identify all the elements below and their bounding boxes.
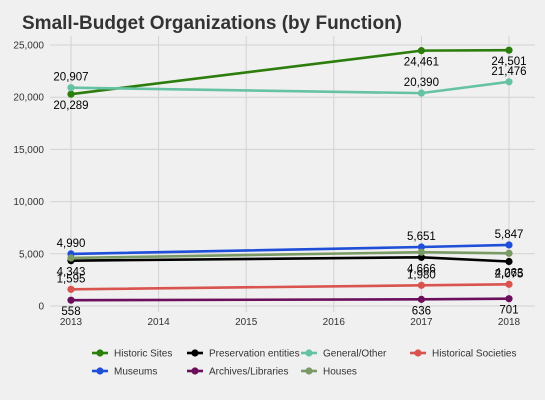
data-label-historical-societies: 1,980: [407, 269, 436, 281]
legend-item-archives-libraries: Archives/Libraries: [187, 367, 288, 378]
data-point-general-other: [505, 78, 513, 86]
legend-item-museums: Museums: [92, 367, 157, 378]
grid: [50, 36, 535, 312]
legend-item-houses: Houses: [301, 367, 357, 378]
data-label-museums: 4,990: [57, 238, 86, 250]
data-point-general-other: [67, 84, 75, 92]
legend-swatch-dot: [96, 367, 104, 375]
data-point-museums: [505, 241, 513, 249]
legend-swatch-dot: [191, 367, 199, 375]
data-point-historical-societies: [505, 280, 513, 288]
data-label-historical-societies: 2,075: [495, 268, 524, 280]
data-point-historic-sites: [417, 47, 425, 55]
x-tick-label: 2014: [147, 317, 170, 328]
data-label-historical-societies: 1,595: [57, 273, 86, 285]
data-label-general-other: 20,390: [404, 77, 439, 89]
legend-item-historic-sites: Historic Sites: [92, 349, 172, 360]
series-line-general-other: [69, 80, 511, 95]
data-point-houses: [67, 254, 75, 262]
chart-title: Small-Budget Organizations (by Function): [22, 13, 402, 34]
data-point-historical-societies: [67, 285, 75, 293]
data-label-historic-sites: 20,289: [53, 100, 88, 112]
data-point-museums: [417, 243, 425, 251]
legend-label: Museums: [114, 367, 157, 378]
legend-swatch-dot: [96, 349, 104, 357]
y-tick-label: 0: [38, 302, 44, 313]
data-point-historic-sites: [505, 46, 513, 54]
legend-label: Archives/Libraries: [209, 367, 288, 378]
data-point-archives-libraries: [505, 295, 513, 303]
x-tick-label: 2016: [323, 317, 346, 328]
legend: Historic Sites Preservation entities Gener…: [92, 349, 516, 378]
legend-item-historical-societies: Historical Societies: [410, 349, 516, 360]
legend-swatch-dot: [191, 349, 199, 357]
legend-label: General/Other: [323, 349, 387, 360]
data-label-archives-libraries: 636: [412, 305, 431, 317]
data-label-archives-libraries: 558: [61, 306, 80, 318]
legend-swatch-dot: [414, 349, 422, 357]
data-labels: 20,289 24,461 24,501 4,343 4,666 4,263 20,907 2…: [53, 56, 526, 318]
data-label-museums: 5,651: [407, 231, 436, 243]
series: [67, 46, 513, 304]
y-tick-label: 20,000: [13, 93, 44, 104]
legend-label: Houses: [323, 367, 357, 378]
series-line-historical-societies: [69, 283, 511, 291]
data-point-general-other: [417, 89, 425, 97]
data-label-general-other: 20,907: [53, 72, 88, 84]
legend-swatch-dot: [305, 367, 313, 375]
data-label-historic-sites: 24,461: [404, 57, 439, 69]
data-label-preservation-entities: 4,666: [407, 263, 436, 275]
series-line-archives-libraries: [69, 297, 511, 302]
data-point-houses: [417, 248, 425, 256]
data-point-archives-libraries: [417, 295, 425, 303]
x-tick-label: 2015: [235, 317, 258, 328]
x-tick-label: 2017: [410, 317, 433, 328]
axes: 0 5,000 10,000 15,000 20,000 25,000 2013 2014 20…: [13, 41, 520, 329]
data-label-general-other: 21,476: [491, 66, 526, 78]
legend-item-general-other: General/Other: [301, 349, 387, 360]
data-point-preservation-entities: [417, 253, 425, 261]
data-point-historic-sites: [67, 90, 75, 98]
data-point-archives-libraries: [67, 296, 75, 304]
data-label-historic-sites: 24,501: [491, 56, 526, 68]
data-label-museums: 5,847: [495, 229, 524, 241]
data-label-archives-libraries: 701: [499, 305, 518, 317]
data-label-preservation-entities: 4,263: [495, 267, 524, 279]
y-tick-label: 15,000: [13, 145, 44, 156]
y-tick-label: 5,000: [19, 249, 44, 260]
legend-item-preservation-entities: Preservation entities: [187, 349, 300, 360]
y-tick-label: 10,000: [13, 197, 44, 208]
legend-label: Preservation entities: [209, 349, 300, 360]
data-label-preservation-entities: 4,343: [57, 267, 86, 279]
data-point-houses: [505, 249, 513, 257]
legend-label: Historic Sites: [114, 349, 172, 360]
x-tick-label: 2013: [60, 317, 83, 328]
legend-swatch-dot: [305, 349, 313, 357]
data-point-historical-societies: [417, 281, 425, 289]
y-tick-label: 25,000: [13, 41, 44, 52]
legend-label: Historical Societies: [432, 349, 516, 360]
data-point-preservation-entities: [505, 257, 513, 266]
x-tick-label: 2018: [498, 317, 521, 328]
